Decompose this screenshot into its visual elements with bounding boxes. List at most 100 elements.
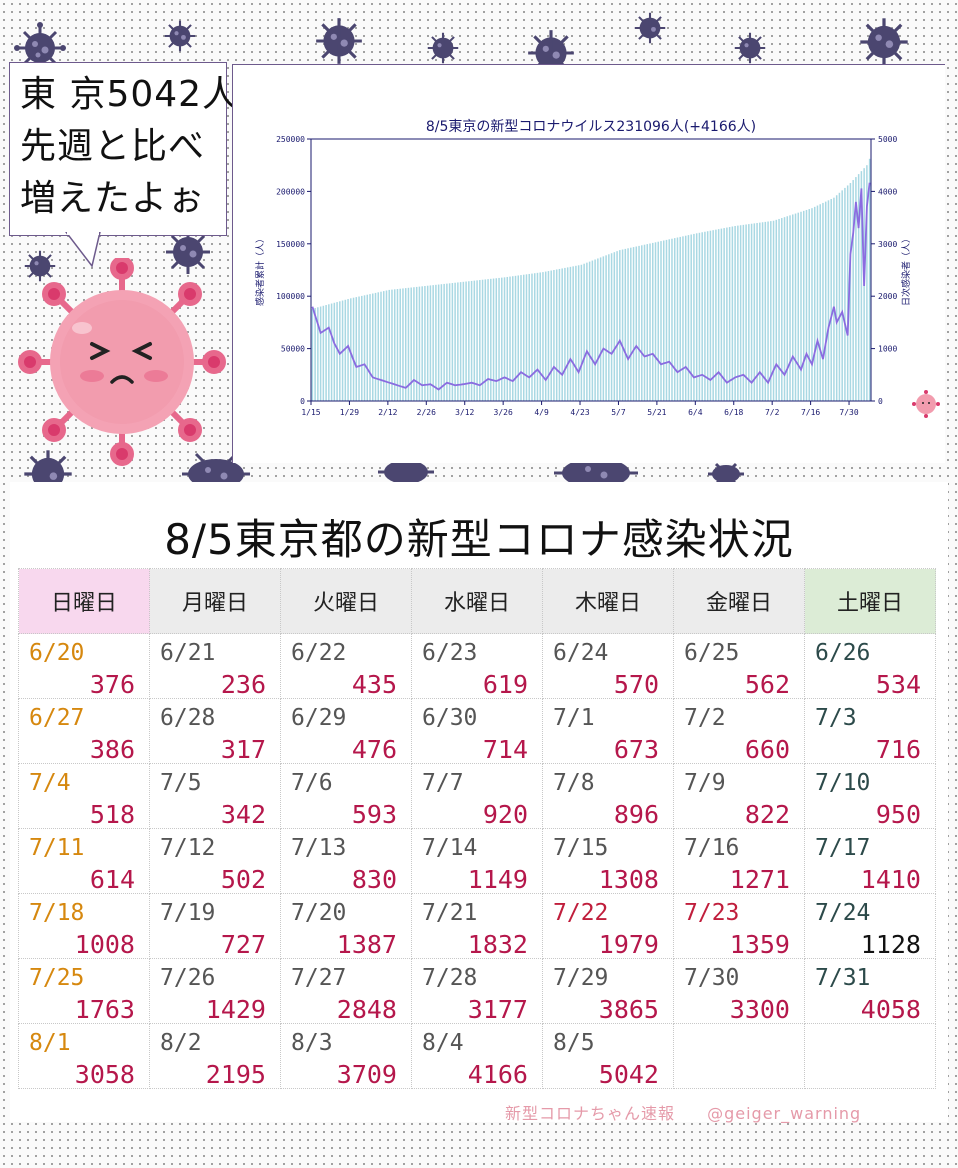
cumulative-bar [778,218,780,401]
cell-count: 1271 [729,865,790,894]
cumulative-bar [638,245,640,401]
cumulative-bar [569,266,572,401]
cumulative-bar [553,270,555,401]
cell-date: 7/9 [684,770,726,796]
cell-date: 8/4 [422,1030,464,1056]
cumulative-bar [827,200,830,401]
cumulative-bar [772,220,775,401]
cumulative-bar [333,302,336,401]
cumulative-bar [654,242,657,401]
cumulative-bar [325,305,327,401]
footer-brand: 新型コロナちゃん速報 [505,1104,676,1123]
cell-date: 8/2 [160,1030,202,1056]
cell-count: 727 [220,930,266,959]
virus-icon [734,32,766,64]
speech-line-3: 増えたよぉ [20,178,206,219]
day-cell: 7/22 1979 [542,893,674,959]
day-cell: 7/27 2848 [280,958,412,1024]
cell-count: 317 [220,735,266,764]
cumulative-bar [706,231,709,401]
cumulative-bar [517,275,520,401]
x-tick-label: 6/18 [724,408,743,417]
cumulative-bar [501,277,503,401]
cell-count: 476 [351,735,397,764]
cell-date: 6/30 [422,705,478,731]
cumulative-bar [660,241,662,401]
day-cell: 7/25 1763 [18,958,150,1024]
cumulative-bar [503,277,506,401]
cell-date: 7/6 [291,770,333,796]
cell-date: 6/24 [553,640,609,666]
cumulative-bar [490,278,492,401]
day-cell: 7/23 1359 [673,893,805,959]
cumulative-bar [586,262,588,401]
x-tick-label: 2/26 [417,408,436,417]
cumulative-bar [855,177,857,401]
speech-bubble-tail [65,232,101,268]
cell-count: 896 [613,800,659,829]
cell-count: 3709 [336,1060,397,1089]
cell-count: 570 [613,670,659,699]
cumulative-bar [619,250,621,401]
speech-line-1: 東 京5042人 [20,74,240,115]
cumulative-bar [388,289,390,401]
cumulative-bar [487,279,489,401]
cumulative-bar [643,244,646,401]
cumulative-bar [476,280,478,401]
cumulative-bar [509,276,511,401]
cumulative-bar [443,283,445,401]
cumulative-bar [382,291,385,401]
cumulative-bar [380,291,382,401]
x-tick-label: 1/15 [301,408,320,417]
table-row: 7/18 1008 7/19 727 7/20 1387 7/21 1832 7/22 1979 7… [18,893,936,959]
cumulative-bar [833,197,835,401]
cumulative-bar [495,278,498,401]
cumulative-bar [860,171,863,401]
cumulative-bar [506,276,509,401]
cumulative-bar [533,273,536,401]
day-cell: 6/29 476 [280,698,412,764]
cell-count: 1979 [598,930,659,959]
table-row: 7/4 518 7/5 342 7/6 593 7/7 920 7/8 896 7/9 822 7/10… [18,763,936,829]
cell-date: 7/15 [553,835,609,861]
weekday-header-row: 日曜日 月曜日 火曜日 水曜日 木曜日 金曜日 土曜日 [18,568,936,634]
cell-count: 2848 [336,995,397,1024]
weekday-header: 日曜日 [18,568,150,634]
cumulative-bar [819,204,821,401]
cell-date: 8/5 [553,1030,595,1056]
cumulative-bar [792,214,794,401]
cell-count: 614 [89,865,135,894]
cumulative-bar [734,225,736,401]
cumulative-bar [673,238,676,401]
cumulative-bar [767,221,769,401]
cell-date: 7/4 [29,770,71,796]
cumulative-bar [671,238,673,401]
cell-date: 7/10 [815,770,871,796]
cumulative-bar [835,195,838,401]
day-cell: 6/23 619 [411,633,543,699]
cumulative-bar [544,271,547,401]
cell-count: 673 [613,735,659,764]
cumulative-bar [424,286,426,401]
cumulative-bar [715,229,717,401]
cell-date: 7/16 [684,835,740,861]
cumulative-bar [737,225,739,401]
cumulative-bar [742,224,745,401]
cumulative-bar [514,275,517,401]
day-cell: 7/8 896 [542,763,674,829]
cumulative-bar [805,209,808,401]
cumulative-bar [841,190,843,401]
cumulative-bar [421,286,423,401]
cumulative-bar [690,234,692,401]
cell-count: 660 [744,735,790,764]
cumulative-bar [684,235,687,401]
cell-count: 534 [875,670,921,699]
x-tick-label: 6/4 [688,408,703,417]
cumulative-bar [588,261,591,401]
cumulative-bar [355,297,358,401]
x-tick-label: 7/2 [765,408,780,417]
cumulative-bar [391,289,393,401]
cumulative-bar [748,224,750,401]
cumulative-bar [599,257,602,401]
day-cell: 6/30 714 [411,698,543,764]
